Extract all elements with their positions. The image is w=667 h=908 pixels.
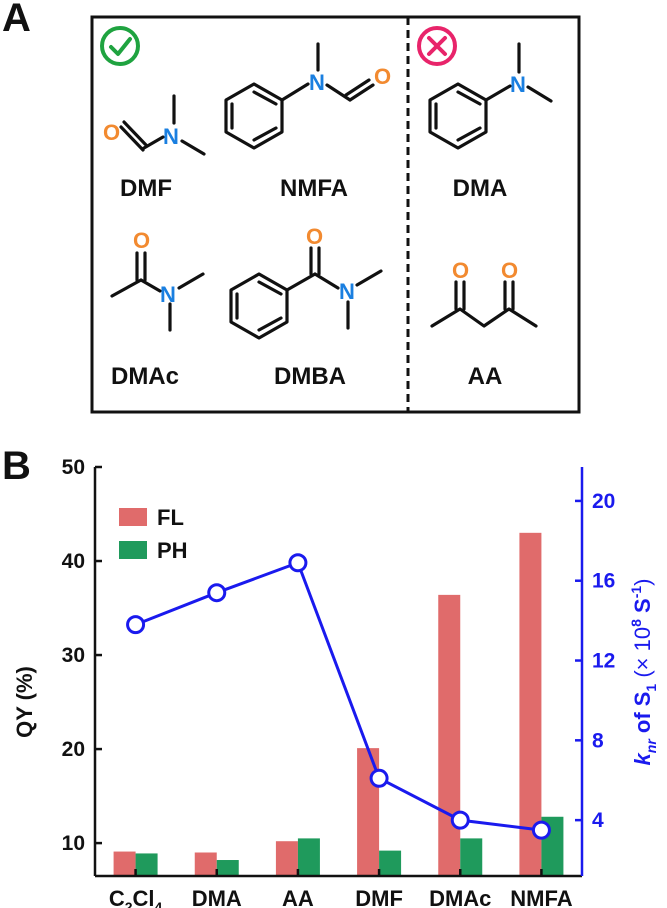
bar-fl xyxy=(438,594,461,876)
knr-point xyxy=(207,583,227,603)
knr-point xyxy=(450,810,470,830)
x-tick-label: C2Cl4 xyxy=(109,886,163,908)
molecule-dmac: O N xyxy=(110,228,205,332)
y-tick-label-left: 50 xyxy=(62,456,85,479)
y-tick-label-left: 30 xyxy=(62,644,85,667)
molecule-nmfa: N O xyxy=(224,42,391,150)
molecule-label: DMBA xyxy=(274,363,346,390)
atom-n: N xyxy=(309,70,325,95)
atom-n: N xyxy=(339,279,355,304)
y-ticks-right: 4 8 12 16 20 xyxy=(575,490,615,832)
molecule-dmf: O N xyxy=(103,94,206,156)
molecule-aa: O O xyxy=(430,258,538,328)
legend-ph-swatch xyxy=(119,541,147,559)
knr-point xyxy=(369,768,389,788)
atom-o: O xyxy=(452,258,469,283)
molecule-frame xyxy=(90,15,581,414)
knr-point xyxy=(288,553,308,573)
atom-o: O xyxy=(306,224,323,249)
y-axis-label-right: knr of S1 (× 108 S-1) xyxy=(628,579,659,766)
bar-fl xyxy=(194,852,217,876)
y-axis-label: QY (%) xyxy=(12,666,37,738)
atom-o: O xyxy=(133,228,150,253)
atom-o: O xyxy=(501,258,518,283)
knr-line-series xyxy=(126,553,551,840)
panel-a-label: A xyxy=(2,0,31,40)
x-tick-labels: C2Cl4 DMA AA DMF DMAc NMFA xyxy=(109,869,573,908)
cross-circle-icon xyxy=(417,26,457,66)
molecule-label: DMAc xyxy=(111,363,179,390)
molecule-label: AA xyxy=(468,363,503,390)
molecule-label: NMFA xyxy=(280,175,348,202)
x-tick-label: DMAc xyxy=(429,886,491,908)
y-tick-label-right: 8 xyxy=(592,729,604,752)
bar-ph xyxy=(297,838,320,876)
legend-fl-label: FL xyxy=(157,505,184,530)
knr-line xyxy=(135,560,542,832)
qy-knr-chart: 10 20 30 40 50 4 8 12 16 20 C2Cl4 DMA AA DMF DMAc NMF… xyxy=(12,456,659,908)
y-tick-label-right: 16 xyxy=(592,570,615,593)
molecule-dma: N xyxy=(428,42,553,150)
bar-fl xyxy=(519,532,542,876)
y-tick-label-left: 20 xyxy=(62,738,85,761)
legend: FL PH xyxy=(119,505,188,563)
y-tick-label-right: 20 xyxy=(592,490,615,513)
x-tick-label: AA xyxy=(282,886,314,908)
bar-ph xyxy=(135,853,158,876)
knr-point xyxy=(126,615,146,635)
x-tick-label: NMFA xyxy=(510,886,572,908)
molecule-panel: O N DMF N O NMFA N DMA O xyxy=(90,15,581,414)
y-tick-label-left: 10 xyxy=(62,832,85,855)
knr-point xyxy=(531,820,551,840)
molecule-dmba: O N xyxy=(229,224,383,340)
atom-n: N xyxy=(160,282,176,307)
atom-o: O xyxy=(103,120,120,145)
atom-o: O xyxy=(374,64,391,89)
x-tick-label: DMF xyxy=(355,886,403,908)
bar-ph xyxy=(216,860,239,876)
bar-fl xyxy=(113,851,136,876)
bar-ph xyxy=(460,838,483,876)
y-ticks-left: 10 20 30 40 50 xyxy=(62,456,102,855)
bar-ph xyxy=(379,850,402,876)
y-tick-label-left: 40 xyxy=(62,550,85,573)
atom-n: N xyxy=(163,124,179,149)
check-circle-icon xyxy=(100,26,140,66)
panel-b-label: B xyxy=(2,444,31,488)
legend-ph-label: PH xyxy=(157,538,188,563)
atom-n: N xyxy=(510,72,526,97)
bar-fl xyxy=(275,841,298,876)
y-tick-label-right: 12 xyxy=(592,650,615,673)
molecule-label: DMF xyxy=(120,175,172,202)
bar-series xyxy=(113,532,564,876)
molecule-label: DMA xyxy=(453,175,508,202)
y-tick-label-right: 4 xyxy=(592,809,604,832)
x-tick-label: DMA xyxy=(192,886,242,908)
legend-fl-swatch xyxy=(119,508,147,526)
